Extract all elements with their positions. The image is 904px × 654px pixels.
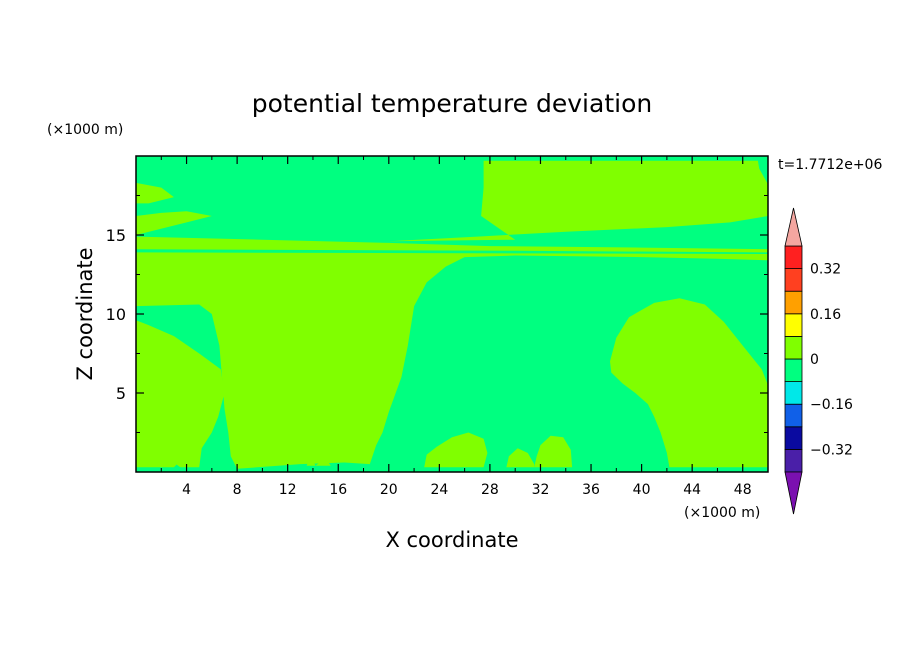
colorbar-label: −0.16 — [810, 397, 853, 413]
x-tick-label: 44 — [683, 482, 701, 498]
colorbar-label: 0.32 — [810, 262, 841, 278]
contour-region-2 — [388, 160, 768, 242]
contour-region-5 — [136, 320, 225, 468]
contour-region-11 — [306, 456, 331, 466]
colorbar-segment — [784, 381, 803, 405]
x-tick-label: 28 — [481, 482, 499, 498]
y-axis-label: Z coordinate — [73, 247, 97, 380]
x-tick-label: 36 — [582, 482, 600, 498]
colorbar-label: −0.32 — [810, 442, 853, 458]
contour-region-8 — [424, 432, 488, 468]
colorbar-segment — [784, 290, 803, 315]
x-tick-label: 4 — [182, 482, 191, 498]
y-tick-label: 15 — [106, 226, 126, 245]
x-tick-label: 24 — [430, 482, 448, 498]
y-unit-label: (×1000 m) — [47, 122, 123, 138]
colorbar-label: 0 — [810, 352, 819, 368]
contour-region-1 — [136, 211, 212, 235]
colorbar-segment — [784, 448, 803, 473]
colorbar-segment — [784, 358, 803, 383]
x-tick-label: 16 — [329, 482, 347, 498]
colorbar-segment — [784, 313, 803, 337]
time-label: t=1.7712e+06 — [778, 157, 882, 173]
x-tick-label: 40 — [633, 482, 651, 498]
y-tick-label: 5 — [116, 384, 126, 403]
colorbar-segment — [784, 426, 803, 450]
contour-region-3 — [136, 236, 768, 253]
x-tick-label: 20 — [380, 482, 398, 498]
x-tick-label: 32 — [532, 482, 550, 498]
y-tick-label: 10 — [106, 305, 126, 324]
contour-region-0 — [136, 182, 174, 204]
colorbar: 0.32 0.16 0 −0.16 −0.32 — [784, 207, 853, 515]
x-axis-label: X coordinate — [385, 528, 518, 552]
colorbar-under-arrow — [784, 471, 803, 515]
contour-region-6 — [136, 413, 181, 468]
contour-region-4 — [136, 252, 768, 469]
chart-title: potential temperature deviation — [252, 89, 652, 118]
x-tick-label: 48 — [734, 482, 752, 498]
colorbar-label: 0.16 — [810, 307, 841, 323]
contour-region-9 — [506, 448, 535, 468]
x-tick-label: 8 — [233, 482, 242, 498]
colorbar-segment — [784, 403, 803, 428]
colorbar-segment — [784, 268, 803, 292]
colorbar-over-arrow — [784, 207, 803, 247]
contour-region-10 — [534, 435, 573, 468]
x-unit-label: (×1000 m) — [684, 505, 760, 521]
contour-region-7 — [610, 298, 768, 468]
x-tick-label: 12 — [279, 482, 297, 498]
colorbar-segment — [784, 335, 803, 360]
colorbar-segment — [784, 245, 803, 270]
